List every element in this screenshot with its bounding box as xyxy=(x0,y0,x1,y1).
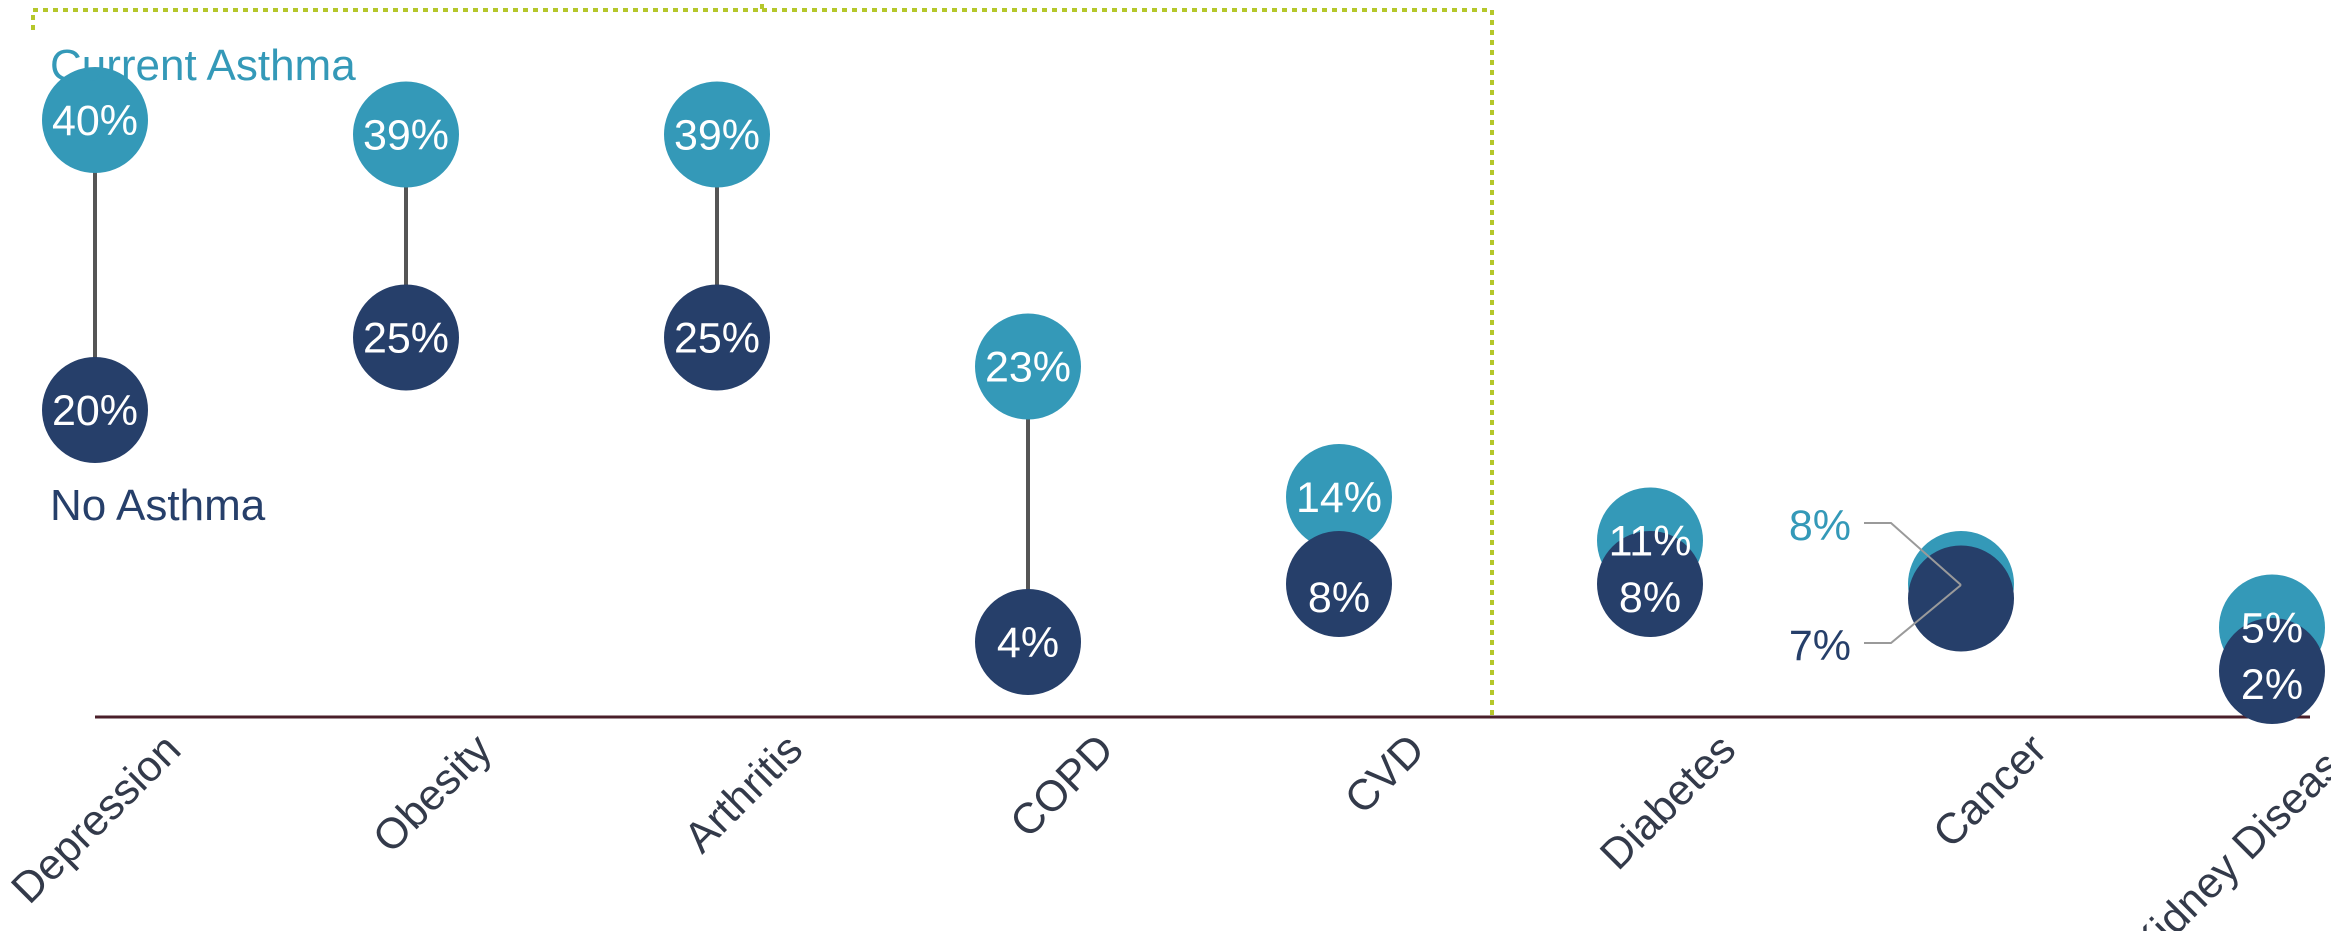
label-current-cancer: 8% xyxy=(1789,502,1851,550)
category-label-cvd: CVD xyxy=(1336,725,1434,823)
label-current-depression: 40% xyxy=(52,97,138,145)
category-label-obesity: Obesity xyxy=(364,725,501,862)
dot-no-asthma-diabetes xyxy=(1597,531,1703,637)
leader-current-cancer xyxy=(1864,522,1962,586)
legend-no-asthma: No Asthma xyxy=(50,481,266,530)
dot-current-obesity xyxy=(353,81,459,188)
dot-current-copd xyxy=(975,313,1081,420)
label-current-arthritis: 39% xyxy=(674,112,760,160)
dot-current-cvd xyxy=(1286,444,1392,550)
label-no-asthma-copd: 4% xyxy=(997,619,1059,667)
category-label-copd: COPD xyxy=(1001,725,1123,847)
label-no-asthma-arthritis: 25% xyxy=(674,315,760,363)
label-no-asthma-cvd: 8% xyxy=(1308,574,1370,622)
dot-no-asthma-obesity xyxy=(353,284,459,391)
chart-marks: 40% 20% Depression 39% 25% Obesity 39% 25% Arthr… xyxy=(2,67,2331,931)
dot-no-asthma-arthritis xyxy=(664,284,770,391)
label-current-diabetes: 11% xyxy=(1609,518,1692,566)
label-no-asthma-depression: 20% xyxy=(52,387,138,435)
label-no-asthma-cancer: 7% xyxy=(1789,622,1851,670)
label-current-copd: 23% xyxy=(985,344,1071,392)
label-no-asthma-diabetes: 8% xyxy=(1619,574,1681,622)
dot-current-depression xyxy=(42,67,148,173)
label-current-kidney-disease: 5% xyxy=(2241,605,2303,653)
dot-no-asthma-kidney-disease xyxy=(2219,618,2325,724)
leader-no-asthma-cancer xyxy=(1864,584,1962,644)
label-no-asthma-kidney-disease: 2% xyxy=(2241,661,2303,709)
dot-no-asthma-depression xyxy=(42,357,148,463)
dot-no-asthma-copd xyxy=(975,589,1081,695)
category-label-kidney-disease: Kidney Disease xyxy=(2122,725,2331,931)
label-current-obesity: 39% xyxy=(363,112,449,160)
label-current-cvd: 14% xyxy=(1296,474,1382,522)
dot-no-asthma-cvd xyxy=(1286,531,1392,637)
category-label-depression: Depression xyxy=(2,725,190,913)
dot-current-arthritis xyxy=(664,81,770,188)
category-label-arthritis: Arthritis xyxy=(675,725,812,862)
dot-no-asthma-cancer xyxy=(1908,545,2014,652)
category-label-cancer: Cancer xyxy=(1924,725,2056,857)
label-no-asthma-obesity: 25% xyxy=(363,315,449,363)
legend-current-asthma: Current Asthma xyxy=(50,41,356,90)
category-label-diabetes: Diabetes xyxy=(1591,725,1745,879)
highlight-bracket xyxy=(31,0,1494,717)
